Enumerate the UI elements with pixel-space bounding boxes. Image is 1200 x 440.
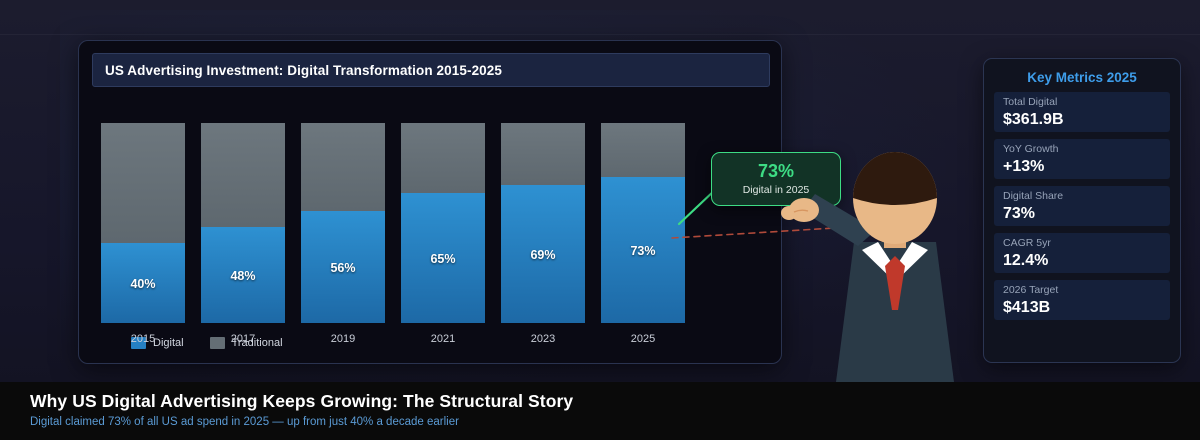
stacked-bar-plot: Digital Traditional 40% 2015 48% 2017 56% 2019… [101, 111, 761, 351]
bar-group: 56% 2019 [301, 123, 385, 345]
metric-card: CAGR 5yr 12.4% [994, 233, 1170, 273]
metric-value: 12.4% [1003, 251, 1049, 269]
bar-segment-traditional [501, 123, 585, 185]
bar-segment-digital [101, 243, 185, 323]
bar-group: 48% 2017 [201, 123, 285, 345]
presenter-collar [862, 242, 928, 282]
banner-subtitle: Digital claimed 73% of all US ad spend i… [30, 416, 459, 428]
bar-segment-traditional [601, 123, 685, 177]
metrics-panel-title: Key Metrics 2025 [1027, 70, 1137, 85]
bar-segment-traditional [401, 123, 485, 193]
bar-category-label: 2017 [230, 333, 256, 345]
metric-card: 2026 Target $413B [994, 280, 1170, 320]
legend-swatch-icon [131, 337, 146, 349]
bar-group: 65% 2021 [401, 123, 485, 345]
chart-title-bar: US Advertising Investment: Digital Trans… [92, 53, 770, 87]
metric-value: $361.9B [1003, 110, 1064, 128]
bar-segment-traditional [201, 123, 285, 227]
bar-group: 73% 2025 [601, 123, 685, 345]
bar-group: 69% 2023 [501, 123, 585, 345]
metric-card: Total Digital $361.9B [994, 92, 1170, 132]
bottom-banner: Why US Digital Advertising Keeps Growing… [0, 382, 1200, 440]
bar-value-label: 73% [630, 244, 656, 258]
metric-value: +13% [1003, 157, 1045, 175]
bar-category-label: 2025 [630, 333, 656, 345]
presenter-hair [853, 152, 937, 205]
chart-legend: Digital Traditional [131, 337, 283, 349]
chart-title: US Advertising Investment: Digital Trans… [105, 62, 503, 78]
metric-label: Total Digital [1003, 96, 1058, 108]
key-metrics-panel: Key Metrics 2025 Total Digital $361.9B YoY… [983, 58, 1181, 363]
metrics-list: Total Digital $361.9B YoY Growth +13% Digita… [984, 92, 1180, 320]
bar-segment-digital [601, 177, 685, 323]
bar-segment-traditional [101, 123, 185, 243]
legend-label: Digital [153, 337, 184, 349]
presenter-finger [781, 206, 797, 220]
legend-swatch-icon [209, 337, 225, 349]
bar-category-label: 2019 [330, 333, 356, 345]
presenter-arm [802, 194, 876, 246]
presenter-tie [885, 256, 905, 310]
bar-segment-traditional [301, 123, 385, 211]
legend-label: Traditional [231, 337, 283, 349]
bar-value-label: 48% [230, 269, 256, 283]
bar-category-label: 2015 [130, 333, 156, 345]
metric-value: 73% [1003, 204, 1036, 222]
bar-group: 40% 2015 [101, 123, 185, 345]
presenter-hand-detail [793, 209, 809, 213]
bar-value-label: 40% [130, 277, 156, 291]
metric-value: $413B [1003, 298, 1051, 316]
legend-item: Digital [131, 337, 184, 349]
metric-label: 2026 Target [1003, 284, 1059, 296]
bar-value-label: 65% [430, 252, 456, 266]
bar-category-label: 2021 [430, 333, 456, 345]
bar-segment-digital [501, 185, 585, 323]
metric-card: YoY Growth +13% [994, 139, 1170, 179]
chart-card: US Advertising Investment: Digital Trans… [78, 40, 782, 364]
bar-category-label: 2023 [530, 333, 556, 345]
callout-subtitle: Digital in 2025 [742, 183, 810, 196]
bar-value-label: 56% [330, 261, 356, 275]
legend-item: Traditional [209, 337, 283, 349]
metric-label: CAGR 5yr [1003, 237, 1051, 249]
bar-segment-digital [201, 227, 285, 323]
callout-value: 73% [757, 161, 795, 182]
metric-label: YoY Growth [1003, 143, 1059, 155]
metric-card: Digital Share 73% [994, 186, 1170, 226]
bar-segment-digital [401, 193, 485, 323]
metric-label: Digital Share [1003, 190, 1064, 202]
banner-title: Why US Digital Advertising Keeps Growing… [30, 391, 574, 411]
bar-value-label: 69% [530, 248, 556, 262]
presenter-figure [781, 152, 954, 382]
bar-segment-digital [301, 211, 385, 323]
backdrop-seam [0, 34, 1200, 35]
presenter-suit-body [836, 242, 954, 382]
